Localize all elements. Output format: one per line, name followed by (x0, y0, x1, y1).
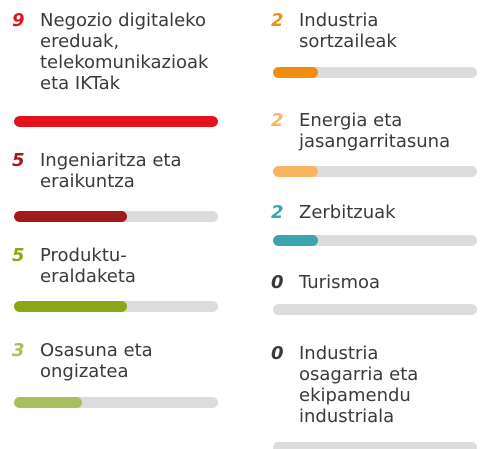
list-item: 3 Osasuna eta ongizatea (12, 340, 153, 382)
count: 2 (271, 202, 284, 223)
progress-bar (273, 67, 319, 78)
progress-track (273, 442, 477, 449)
label: Zerbitzuak (299, 202, 396, 223)
progress-bar (14, 397, 82, 408)
label: Turismoa (299, 272, 381, 293)
label: Produktu- eraldaketa (40, 245, 136, 287)
count: 5 (12, 245, 25, 266)
progress-track (14, 301, 218, 312)
list-item: 9 Negozio digitaleko ereduak, telekomunik… (12, 10, 208, 94)
progress-track (14, 211, 218, 222)
label: Industria osagarria eta ekipamendu indus… (299, 343, 419, 427)
progress-track (273, 235, 477, 246)
list-item: 5 Produktu- eraldaketa (12, 245, 136, 287)
count: 2 (271, 110, 284, 131)
list-item: 5 Ingeniaritza eta eraikuntza (12, 150, 181, 192)
list-item: 2 Industria sortzaileak (271, 10, 397, 52)
count: 3 (12, 340, 25, 361)
progress-track (273, 166, 477, 177)
label: Ingeniaritza eta eraikuntza (40, 150, 182, 192)
list-item: 2 Energia eta jasangarritasuna (271, 110, 450, 152)
count: 0 (271, 343, 284, 364)
count: 9 (12, 10, 25, 31)
progress-track (273, 304, 477, 315)
progress-bar (273, 166, 319, 177)
list-item: 0 Turismoa (271, 272, 380, 293)
list-item: 2 Zerbitzuak (271, 202, 396, 223)
progress-bar (14, 211, 128, 222)
label: Osasuna eta ongizatea (40, 340, 153, 382)
progress-track (14, 397, 218, 408)
count: 2 (271, 10, 284, 31)
progress-bar (273, 235, 319, 246)
progress-track (273, 67, 477, 78)
count: 5 (12, 150, 25, 171)
progress-bar (14, 301, 128, 312)
label: Negozio digitaleko ereduak, telekomunika… (40, 10, 209, 94)
progress-bar (14, 116, 218, 127)
progress-track (14, 116, 218, 127)
count: 0 (271, 272, 284, 293)
label: Industria sortzaileak (299, 10, 397, 52)
label: Energia eta jasangarritasuna (299, 110, 451, 152)
list-item: 0 Industria osagarria eta ekipamendu indu… (271, 343, 418, 427)
